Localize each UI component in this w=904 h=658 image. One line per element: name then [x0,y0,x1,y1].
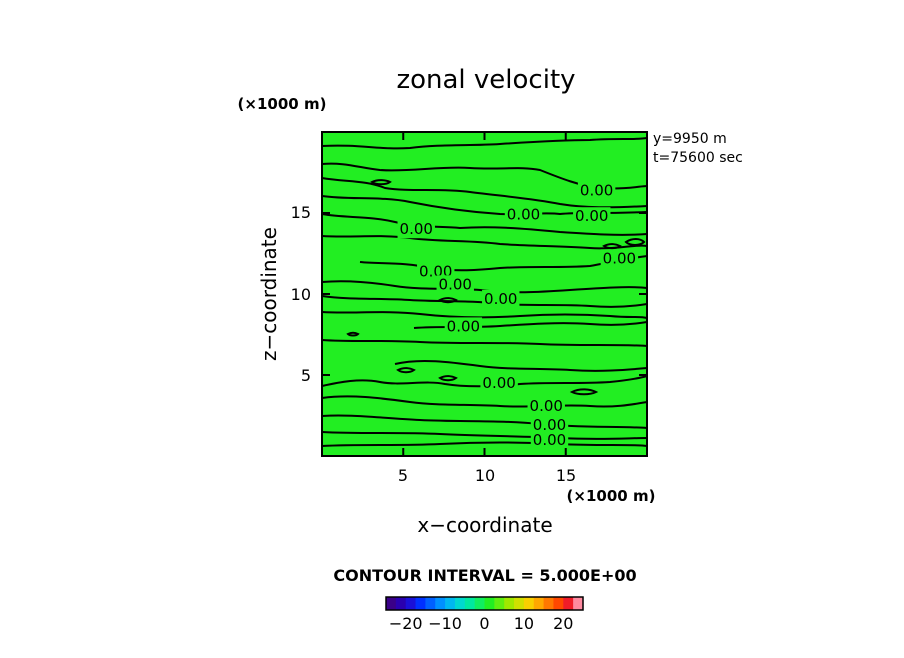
contour-line [321,441,648,447]
contour-label: 0.00 [484,290,517,308]
contour-line [321,414,648,429]
contour-label: 0.00 [533,416,566,434]
contour-label: 0.00 [400,220,433,238]
colorbar: −20 −10 0 10 20 [385,596,584,633]
colorbar-cell [435,597,446,610]
colorbar-cell [504,597,515,610]
y-tick-label-5: 5 [301,366,311,385]
colorbar-ticks: −20 −10 0 10 20 [389,614,574,633]
contour-line [321,431,648,440]
contour-line [624,238,646,246]
x-tick-label-15: 15 [556,466,576,485]
colorbar-cell [474,597,486,610]
contour-line [321,280,648,294]
contour-label: 0.00 [482,374,515,392]
contour-label: 0.00 [439,275,472,293]
colorbar-tick-label: 0 [479,614,489,633]
colorbar-cell [454,597,466,610]
contour-line [396,367,416,374]
info-line-y: y=9950 m [653,131,727,147]
contour-label-background [480,374,518,393]
contour-label: 0.00 [530,397,563,415]
contour-line [569,388,599,396]
colorbar-cell [533,597,545,610]
x-tick-label-10: 10 [475,466,495,485]
y-tick-labels: 15 10 5 [291,203,311,385]
info-block: y=9950 m t=75600 sec [653,131,743,166]
colorbar-cell [543,597,555,610]
contour-label: 0.00 [603,249,636,267]
contour-label-background [530,416,569,435]
colorbar-cell [464,597,476,610]
contour-line [602,243,622,250]
info-line-t: t=75600 sec [653,150,743,166]
contour-label-background [577,181,616,200]
contour-label: 0.00 [575,207,608,225]
colorbar-tick-label: 10 [514,614,534,633]
x-scale-label: (×1000 m) [567,487,656,505]
contour-label-background [527,396,565,415]
contour-line [321,339,648,347]
colorbar-tick-label: 20 [553,614,573,633]
colorbar-cell [395,597,407,610]
colorbar-frame [385,596,584,611]
colorbar-cell [386,597,397,610]
y-tick-label-15: 15 [291,203,311,222]
colorbar-cell [494,597,505,610]
contour-line [438,375,458,382]
contour-line [370,179,392,186]
contour-interval-text: CONTOUR INTERVAL = 5.000E+00 [333,566,636,585]
colorbar-cells [386,597,584,610]
contour-label-background [436,275,474,294]
contour-label-background [530,430,569,449]
contour-label: 0.00 [447,317,480,335]
colorbar-cell [553,597,564,610]
colorbar-cell [563,597,574,610]
plot-area: 0.000.00 0.000.000.000.000.000.000.000.00… [321,131,648,457]
colorbar-cell [415,597,426,610]
colorbar-cell [484,597,495,610]
contour-label-background [444,317,483,336]
y-axis-label: z−coordinate [257,227,281,361]
colorbar-cell [523,597,535,610]
contour-label-background [482,289,520,308]
contour-label-background [573,207,611,226]
contour-label: 0.00 [580,181,613,199]
contour-label: 0.00 [533,431,566,449]
colorbar-cell [445,597,456,610]
colorbar-cell [425,597,436,610]
colorbar-cell [514,597,525,610]
contour-line [321,395,648,408]
colorbar-cell [573,597,584,610]
contour-line [321,311,648,319]
contour-line [346,331,360,337]
contour-lines [321,137,648,447]
contour-label-background [397,220,435,239]
contour-line [321,235,648,250]
x-axis-label: x−coordinate [417,513,552,537]
contour-line [321,213,648,236]
x-tick-label-5: 5 [398,466,408,485]
contour-label-background [600,249,639,268]
colorbar-tick-label: −20 [389,614,423,633]
contour-label-background [504,205,543,224]
contour-label: 0.00 [507,206,540,224]
axis-ticks [322,132,647,456]
contour-line [321,137,648,150]
contour-labels: 0.000.00 0.000.000.000.000.000.000.000.00… [397,181,639,449]
colorbar-cell [405,597,417,610]
contour-line [394,359,648,372]
y-scale-label: (×1000 m) [238,95,327,113]
contour-line [321,177,648,209]
y-tick-label-10: 10 [291,285,311,304]
x-tick-labels: 5 10 15 [398,466,576,485]
chart-title: zonal velocity [396,65,575,95]
contour-line [438,297,458,304]
colorbar-tick-label: −10 [428,614,462,633]
